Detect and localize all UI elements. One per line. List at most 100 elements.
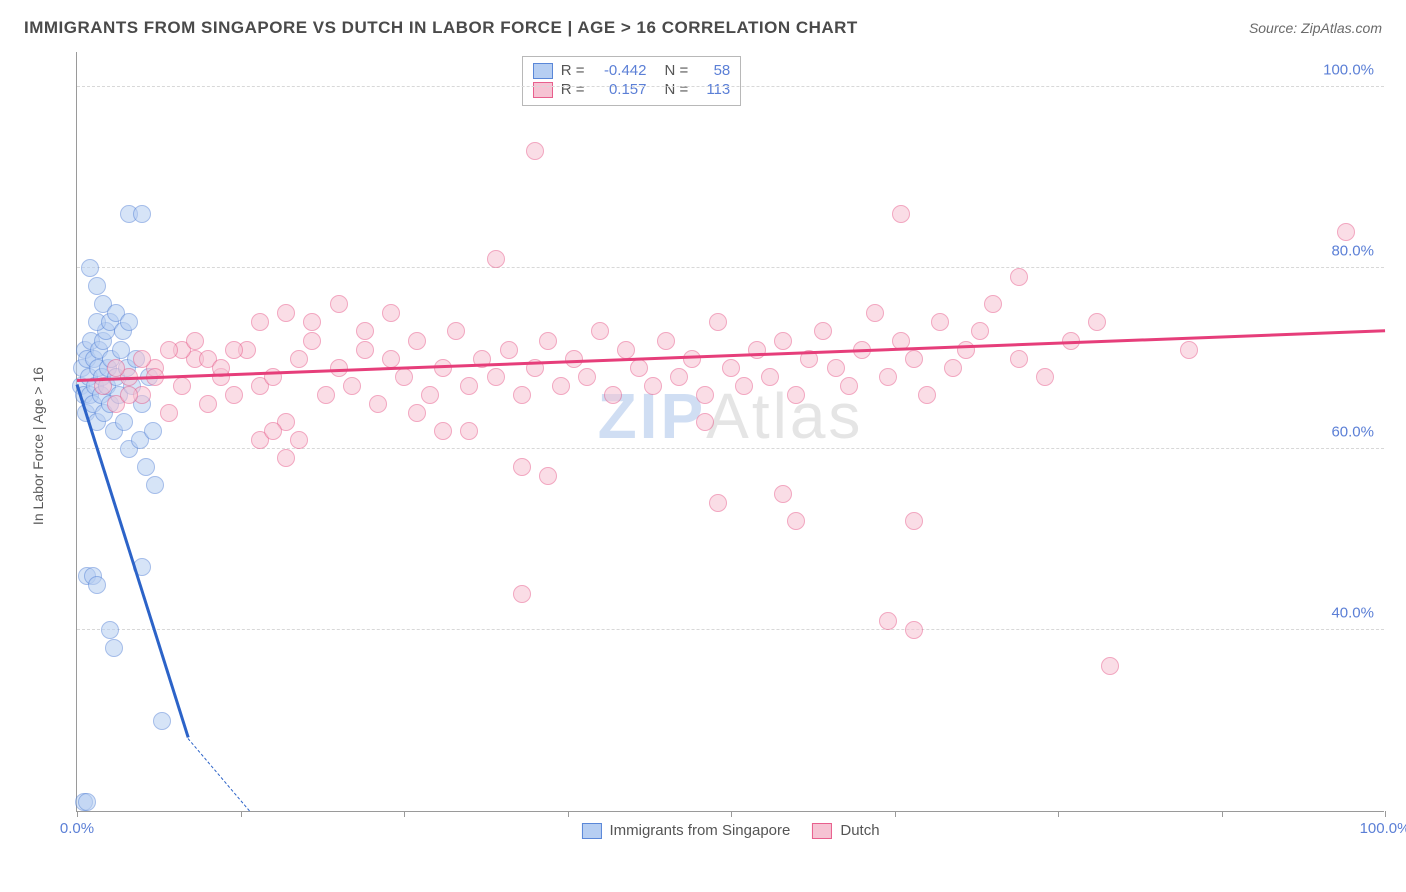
data-point [644, 377, 662, 395]
x-tick-label: 0.0% [60, 820, 94, 837]
data-point [748, 341, 766, 359]
data-point [591, 322, 609, 340]
data-point [303, 332, 321, 350]
data-point [957, 341, 975, 359]
data-point [120, 313, 138, 331]
data-point [827, 359, 845, 377]
trend-extrapolation [188, 738, 250, 811]
x-tick [1058, 811, 1059, 817]
data-point [101, 621, 119, 639]
data-point [1088, 313, 1106, 331]
data-point [133, 205, 151, 223]
data-point [578, 368, 596, 386]
data-point [137, 458, 155, 476]
data-point [905, 512, 923, 530]
data-point [317, 386, 335, 404]
data-point [107, 359, 125, 377]
legend-label: Dutch [840, 822, 879, 839]
data-point [787, 512, 805, 530]
data-point [330, 359, 348, 377]
data-point [513, 386, 531, 404]
data-point [696, 386, 714, 404]
data-point [225, 386, 243, 404]
data-point [343, 377, 361, 395]
data-point [369, 395, 387, 413]
data-point [565, 350, 583, 368]
data-point [500, 341, 518, 359]
data-point [971, 322, 989, 340]
y-axis-label: In Labor Force | Age > 16 [30, 367, 46, 525]
data-point [146, 476, 164, 494]
chart-title: IMMIGRANTS FROM SINGAPORE VS DUTCH IN LA… [24, 18, 858, 38]
data-point [382, 350, 400, 368]
data-point [1180, 341, 1198, 359]
data-point [918, 386, 936, 404]
data-point [105, 639, 123, 657]
data-point [539, 332, 557, 350]
data-point [1036, 368, 1054, 386]
data-point [709, 313, 727, 331]
source-attribution: Source: ZipAtlas.com [1249, 20, 1382, 36]
data-point [290, 431, 308, 449]
data-point [814, 322, 832, 340]
data-point [1101, 657, 1119, 675]
gridline [77, 629, 1384, 630]
data-point [251, 313, 269, 331]
data-point [630, 359, 648, 377]
x-tick [77, 811, 78, 817]
data-point [617, 341, 635, 359]
data-point [303, 313, 321, 331]
data-point [115, 413, 133, 431]
data-point [88, 277, 106, 295]
data-point [277, 304, 295, 322]
data-point [225, 341, 243, 359]
data-point [330, 295, 348, 313]
data-point [460, 377, 478, 395]
data-point [552, 377, 570, 395]
gridline [77, 448, 1384, 449]
data-point [78, 793, 96, 811]
data-point [774, 485, 792, 503]
chart-container: In Labor Force | Age > 16 ZIPAtlas R =-0… [48, 52, 1384, 840]
x-tick-label: 100.0% [1360, 820, 1406, 837]
gridline [77, 86, 1384, 87]
x-tick [731, 811, 732, 817]
data-point [761, 368, 779, 386]
data-point [173, 377, 191, 395]
stats-row: R =0.157N =113 [533, 80, 731, 99]
data-point [460, 422, 478, 440]
data-point [408, 404, 426, 422]
data-point [356, 341, 374, 359]
legend-swatch [533, 63, 553, 79]
data-point [513, 458, 531, 476]
data-point [879, 368, 897, 386]
data-point [892, 205, 910, 223]
legend-swatch [581, 823, 601, 839]
legend-item: Dutch [812, 822, 879, 839]
data-point [144, 422, 162, 440]
data-point [787, 386, 805, 404]
x-tick [895, 811, 896, 817]
watermark: ZIPAtlas [598, 379, 864, 453]
data-point [133, 350, 151, 368]
legend-item: Immigrants from Singapore [581, 822, 790, 839]
legend-label: Immigrants from Singapore [609, 822, 790, 839]
data-point [1010, 268, 1028, 286]
legend-swatch [533, 82, 553, 98]
data-point [526, 142, 544, 160]
data-point [160, 404, 178, 422]
data-point [866, 304, 884, 322]
y-tick-label: 60.0% [1331, 424, 1374, 441]
data-point [264, 422, 282, 440]
data-point [735, 377, 753, 395]
data-point [984, 295, 1002, 313]
y-tick-label: 80.0% [1331, 243, 1374, 260]
data-point [1337, 223, 1355, 241]
data-point [604, 386, 622, 404]
data-point [657, 332, 675, 350]
x-tick [241, 811, 242, 817]
x-tick [404, 811, 405, 817]
data-point [160, 341, 178, 359]
data-point [199, 395, 217, 413]
x-tick [1385, 811, 1386, 817]
